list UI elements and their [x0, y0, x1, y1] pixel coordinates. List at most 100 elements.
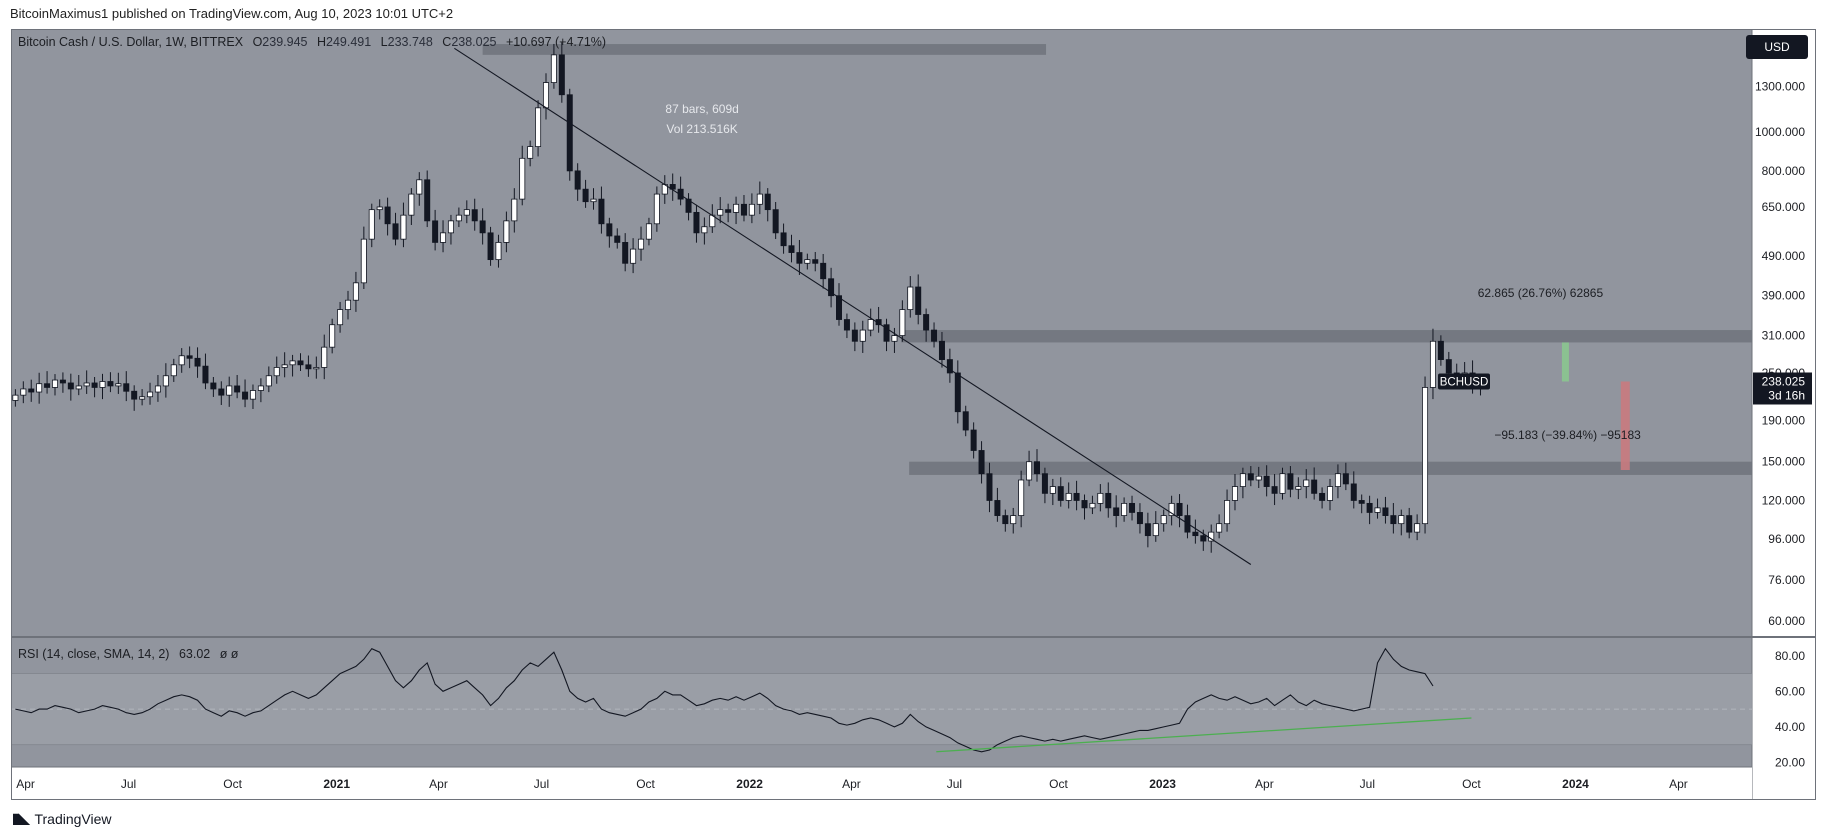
candle-body — [978, 450, 985, 475]
candle — [384, 197, 391, 236]
candle-body — [186, 355, 193, 359]
candle-body — [1018, 479, 1025, 516]
candle-body — [265, 375, 272, 387]
candle-body — [1295, 486, 1302, 490]
candle-body — [503, 220, 510, 243]
candle — [899, 300, 906, 342]
rsi-tick-label: 40.00 — [1775, 720, 1805, 734]
candle-body — [740, 203, 747, 216]
candle — [218, 381, 225, 405]
high-value: 249.491 — [326, 35, 372, 49]
candle — [1113, 495, 1120, 528]
candle-body — [1073, 492, 1080, 501]
candle-body — [915, 286, 922, 315]
price-tick-label: 150.000 — [1762, 455, 1806, 469]
candle — [1041, 467, 1048, 504]
candle-body — [1129, 502, 1136, 513]
candle-body — [12, 394, 19, 401]
candle-body — [638, 238, 645, 250]
candle — [1255, 466, 1262, 489]
loss-measure-box — [1620, 381, 1630, 471]
candle-body — [796, 252, 803, 264]
candle — [843, 313, 850, 339]
candle-body — [558, 54, 565, 96]
candle — [733, 196, 740, 225]
candle-body — [1422, 387, 1429, 525]
candle-body — [242, 391, 249, 400]
candle-body — [566, 94, 573, 172]
candle-body — [685, 198, 692, 213]
candle-body — [836, 295, 843, 320]
price-tick-label: 60.000 — [1768, 614, 1805, 628]
candle-body — [519, 157, 526, 200]
candle-body — [1231, 486, 1238, 501]
candle-body — [28, 388, 35, 393]
price-tick-label: 96.000 — [1768, 532, 1805, 546]
candle-body — [788, 245, 795, 253]
chart-frame[interactable]: 87 bars, 609d Vol 213.516K 62.865 (26.76%)… — [11, 29, 1816, 800]
candle-body — [416, 179, 423, 195]
candle-body — [226, 385, 233, 396]
candle — [75, 374, 82, 396]
time-tick-label: 2023 — [1149, 777, 1176, 791]
candle — [1176, 494, 1183, 528]
candle — [202, 353, 209, 390]
tradingview-logo-icon: ▮◣ — [12, 810, 30, 826]
candle — [756, 181, 763, 215]
candle-body — [487, 232, 494, 261]
time-tick-label: Oct — [636, 777, 655, 791]
support-zone — [909, 461, 1752, 475]
candle-body — [828, 278, 835, 297]
candle — [139, 389, 146, 406]
candle-body — [218, 388, 225, 396]
time-tick-label: Jul — [1360, 777, 1375, 791]
candle — [1342, 462, 1349, 491]
candle-body — [91, 382, 98, 388]
candle-body — [725, 209, 732, 213]
candle-body — [1366, 502, 1373, 513]
candle-body — [75, 385, 82, 390]
rsi-header: RSI (14, close, SMA, 14, 2) 63.02 ø ø — [18, 647, 238, 661]
candle-body — [1374, 507, 1381, 513]
candle — [1160, 509, 1167, 532]
candle-body — [1144, 523, 1151, 537]
candle — [812, 251, 819, 272]
candle-body — [511, 198, 518, 222]
candle — [1295, 477, 1302, 500]
currency-button[interactable]: USD — [1746, 35, 1808, 59]
publisher-line: BitcoinMaximus1 published on TradingView… — [10, 6, 454, 21]
candle-body — [392, 223, 399, 240]
candle — [511, 188, 518, 233]
time-tick-label: 2024 — [1562, 777, 1589, 791]
time-tick-label: Jul — [121, 777, 136, 791]
candle — [891, 327, 898, 353]
candle — [954, 360, 961, 424]
candle-body — [899, 309, 906, 336]
candle-body — [1414, 523, 1421, 533]
candle-body — [891, 335, 898, 342]
candle-body — [210, 382, 217, 390]
time-tick-label: 2021 — [323, 777, 350, 791]
candle — [1105, 482, 1112, 518]
candle-body — [851, 329, 858, 342]
candle — [804, 253, 811, 270]
time-tick-label: Apr — [1255, 777, 1274, 791]
candle — [1224, 489, 1231, 532]
candle-body — [1168, 502, 1175, 516]
time-tick-label: Apr — [1669, 777, 1688, 791]
candle-body — [408, 193, 415, 216]
symbol-tag: BCHUSD — [1440, 376, 1489, 388]
candle-body — [178, 355, 185, 366]
candle — [1136, 503, 1143, 534]
candle — [986, 462, 993, 513]
high-label: H — [316, 35, 326, 49]
candle — [748, 193, 755, 224]
candle-body — [1097, 492, 1104, 504]
price-tick-label: 490.000 — [1762, 249, 1806, 263]
candle — [836, 283, 843, 326]
candle-body — [1429, 340, 1436, 388]
chart-canvas[interactable]: 87 bars, 609d Vol 213.516K 62.865 (26.76%)… — [12, 30, 1815, 799]
candle-body — [59, 379, 66, 384]
candle-body — [1065, 492, 1072, 501]
candle-body — [147, 391, 154, 398]
